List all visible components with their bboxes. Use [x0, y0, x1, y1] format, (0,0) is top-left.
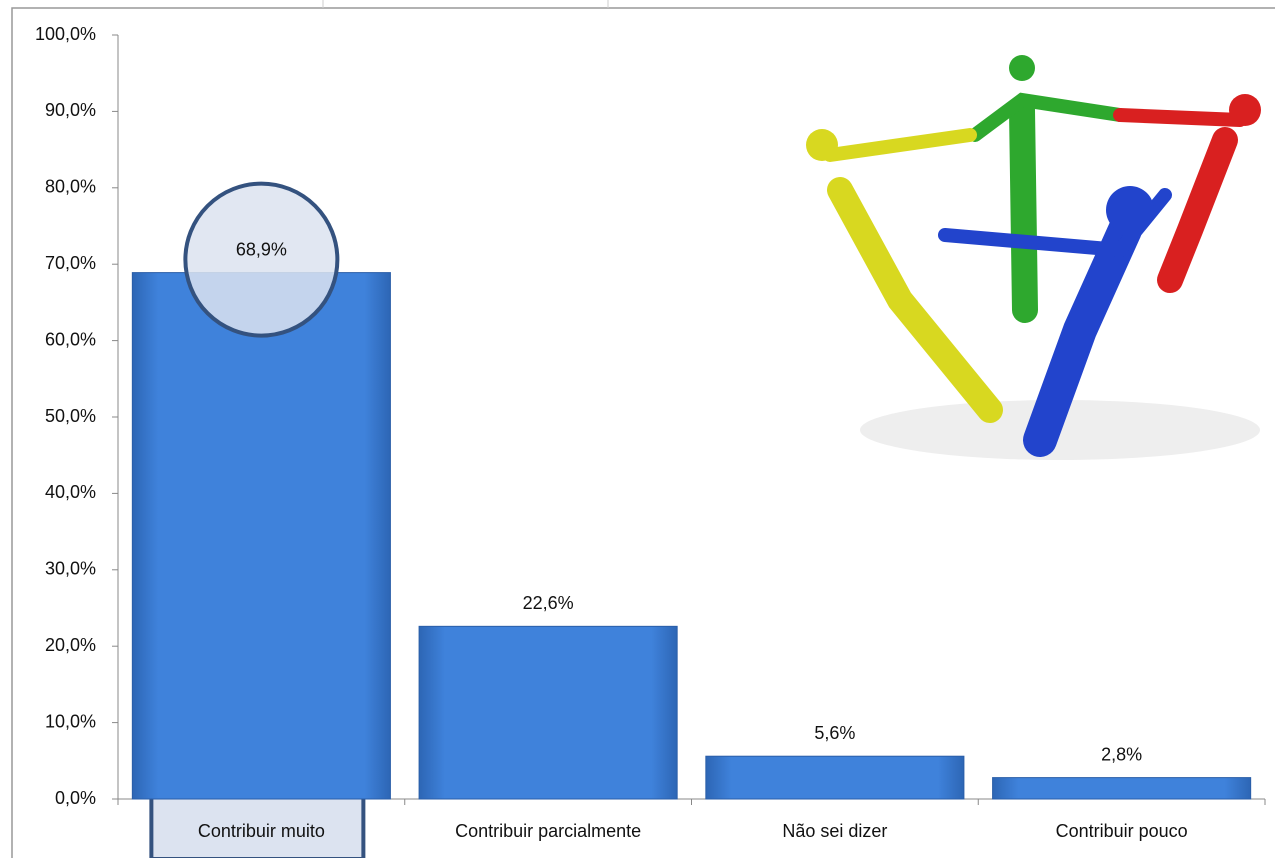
value-label: 22,6% — [523, 593, 574, 613]
value-label: 2,8% — [1101, 744, 1142, 764]
y-tick-label: 10,0% — [45, 711, 96, 731]
y-tick-label: 50,0% — [45, 406, 96, 426]
value-label: 68,9% — [236, 239, 287, 259]
x-tick-label: Contribuir pouco — [1056, 821, 1188, 841]
bar — [992, 777, 1252, 800]
y-tick-label: 30,0% — [45, 559, 96, 579]
x-tick-label: Contribuir parcialmente — [455, 821, 641, 841]
frame — [11, 7, 1275, 858]
value-label: 5,6% — [814, 723, 855, 743]
people-illustration — [802, 40, 1272, 470]
y-tick-label: 90,0% — [45, 100, 96, 120]
y-tick-label: 0,0% — [55, 788, 96, 808]
y-tick-label: 100,0% — [35, 24, 96, 44]
y-tick-label: 20,0% — [45, 635, 96, 655]
x-tick-label: Não sei dizer — [782, 821, 887, 841]
bar — [131, 272, 391, 800]
y-tick-label: 40,0% — [45, 482, 96, 502]
highlight-circle — [183, 181, 340, 338]
bar — [418, 625, 678, 800]
y-tick-label: 80,0% — [45, 177, 96, 197]
y-tick-label: 70,0% — [45, 253, 96, 273]
y-tick-label: 60,0% — [45, 329, 96, 349]
x-tick-label: Contribuir muito — [198, 821, 325, 841]
bar — [705, 755, 965, 800]
